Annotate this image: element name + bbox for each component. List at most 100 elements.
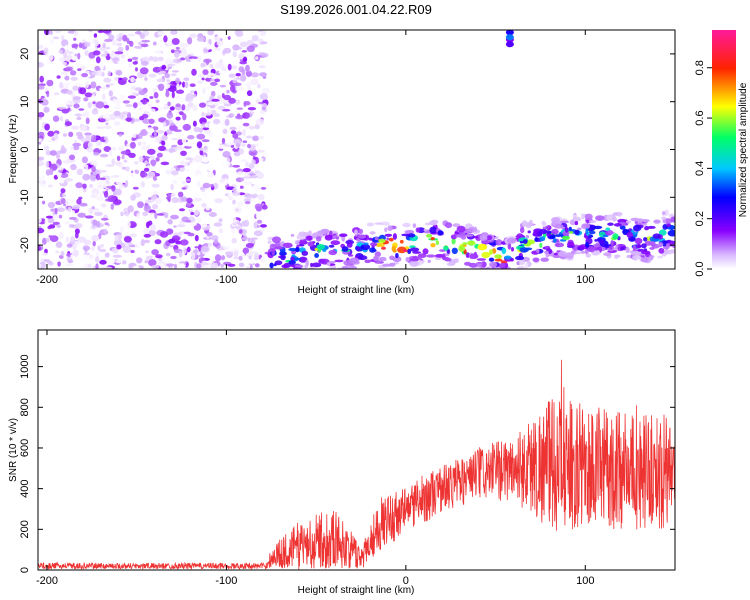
noise-cell [137, 201, 144, 209]
noise-cell [171, 38, 180, 45]
noise-cell [152, 56, 159, 62]
noise-cell [62, 133, 67, 137]
noise-cell [111, 158, 115, 166]
noise-cell [262, 76, 267, 79]
signal-cell [553, 223, 564, 229]
signal-cell [349, 257, 360, 264]
noise-cell [242, 168, 251, 173]
noise-cell [52, 221, 60, 226]
noise-cell [159, 231, 169, 238]
noise-cell [235, 77, 242, 80]
signal-cell [285, 273, 293, 277]
noise-cell [202, 264, 211, 269]
noise-cell [39, 75, 44, 83]
noise-cell [95, 56, 101, 64]
signal-cell [296, 234, 301, 240]
signal-cell [381, 246, 386, 250]
noise-cell [244, 201, 251, 205]
noise-cell [201, 191, 209, 198]
noise-cell [218, 218, 223, 223]
noise-cell [115, 34, 120, 39]
noise-cell [104, 222, 109, 226]
noise-cell [126, 143, 131, 148]
signal-cell [574, 229, 580, 235]
noise-cell [61, 197, 66, 204]
noise-cell [246, 90, 253, 97]
snr-xlabel: Height of straight line (km) [298, 585, 415, 596]
noise-cell [88, 30, 93, 33]
noise-cell [108, 83, 115, 86]
noise-cell [175, 103, 181, 108]
y-tick-label: 0 [19, 146, 31, 152]
noise-cell [64, 263, 74, 267]
noise-cell [140, 171, 148, 178]
noise-cell [233, 82, 242, 87]
noise-cell [221, 137, 226, 144]
noise-cell [171, 197, 179, 204]
signal-cell [409, 245, 416, 249]
noise-cell [74, 113, 82, 117]
noise-cell [187, 102, 194, 108]
noise-cell [257, 30, 264, 33]
noise-cell [89, 183, 94, 189]
noise-cell [194, 246, 199, 249]
noise-cell [196, 55, 202, 61]
noise-cell [105, 180, 110, 184]
signal-cell [444, 253, 450, 257]
noise-cell [182, 81, 186, 88]
noise-cell [99, 169, 107, 173]
noise-cell [250, 237, 258, 240]
signal-cell [658, 247, 665, 254]
noise-cell [152, 175, 157, 181]
signal-cell [536, 248, 540, 253]
signal-cell [374, 242, 385, 247]
noise-cell [173, 165, 178, 169]
signal-cell [581, 215, 585, 220]
noise-cell [167, 39, 172, 46]
noise-cell [92, 219, 98, 226]
noise-cell [40, 95, 45, 99]
noise-cell [234, 46, 243, 50]
noise-cell [52, 115, 60, 122]
noise-cell [97, 78, 103, 83]
noise-cell [231, 229, 237, 234]
signal-cell [412, 251, 421, 254]
noise-cell [82, 173, 91, 181]
noise-cell [255, 118, 265, 126]
signal-cell [503, 271, 511, 278]
noise-cell [58, 231, 65, 240]
noise-cell [217, 95, 222, 100]
noise-cell [66, 89, 73, 95]
noise-cell [148, 197, 152, 200]
noise-cell [128, 152, 136, 158]
noise-cell [147, 103, 153, 108]
noise-cell [125, 117, 133, 122]
noise-cell [220, 119, 225, 127]
noise-cell [232, 79, 238, 84]
signal-cell [574, 221, 579, 226]
signal-cell [328, 244, 335, 248]
noise-cell [153, 130, 157, 138]
noise-cell [208, 212, 217, 217]
noise-cell [229, 126, 237, 131]
noise-cell [177, 224, 186, 228]
y-tick-label: 800 [19, 398, 31, 416]
noise-cell [121, 154, 125, 160]
noise-cell [188, 78, 196, 82]
signal-cell [501, 269, 504, 275]
colorbar-tick-label: 0.2 [694, 211, 706, 226]
signal-cell [387, 225, 393, 232]
noise-cell [217, 106, 222, 110]
signal-cell [652, 233, 661, 239]
signal-cell [653, 219, 661, 224]
noise-cell [161, 135, 168, 141]
signal-cell [435, 240, 439, 246]
noise-cell [82, 111, 90, 118]
noise-cell [188, 56, 198, 60]
noise-cell [148, 157, 152, 162]
signal-cell [399, 239, 404, 244]
signal-cell [330, 240, 341, 246]
signal-cell [290, 264, 296, 268]
signal-cell [646, 225, 656, 229]
signal-cell [637, 248, 645, 252]
